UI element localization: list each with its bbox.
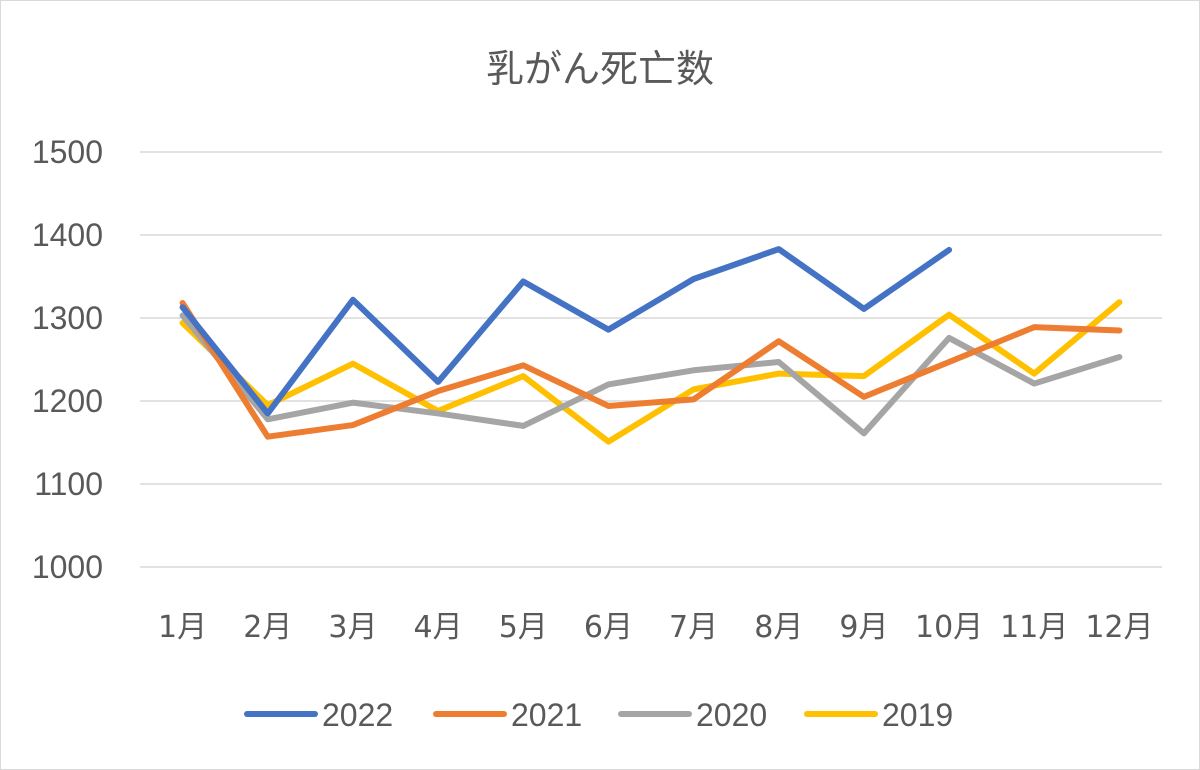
series-line-2020	[179, 312, 1123, 437]
y-tick-label: 1500	[32, 134, 103, 170]
x-tick-label: 6月	[584, 610, 633, 645]
legend-label-2019: 2019	[882, 697, 953, 733]
x-axis-ticks: 1月 2月 3月 4月 5月 6月 7月 8月 9月 10月 11月 12月	[158, 610, 1153, 645]
series-line-2022	[179, 246, 953, 417]
legend-label-2021: 2021	[511, 697, 582, 733]
x-tick-label: 8月	[754, 610, 803, 645]
x-tick-label: 12月	[1085, 610, 1153, 645]
x-tick-label: 9月	[839, 610, 888, 645]
legend-label-2020: 2020	[696, 697, 767, 733]
legend: 2022 2021 2020 2019	[244, 697, 953, 733]
series-line-2019	[179, 299, 1123, 445]
y-tick-label: 1100	[34, 466, 103, 502]
x-tick-label: 5月	[499, 610, 548, 645]
x-tick-label: 4月	[414, 610, 463, 645]
series-lines	[179, 246, 1123, 445]
legend-label-2022: 2022	[322, 697, 393, 733]
y-tick-label: 1400	[32, 217, 103, 253]
chart-title: 乳がん死亡数	[486, 47, 714, 91]
y-axis-ticks: 1000 1100 1200 1300 1400 1500	[32, 134, 103, 585]
x-tick-label: 7月	[669, 610, 718, 645]
x-tick-label: 1月	[158, 610, 207, 645]
series-line-2021	[179, 300, 1123, 440]
x-tick-label: 2月	[243, 610, 292, 645]
x-tick-label: 10月	[915, 610, 983, 645]
x-tick-label: 3月	[328, 610, 377, 645]
y-tick-label: 1300	[32, 300, 103, 336]
x-tick-label: 11月	[1000, 610, 1068, 645]
y-tick-label: 1000	[32, 549, 103, 585]
gridlines	[140, 151, 1162, 568]
y-tick-label: 1200	[32, 383, 103, 419]
